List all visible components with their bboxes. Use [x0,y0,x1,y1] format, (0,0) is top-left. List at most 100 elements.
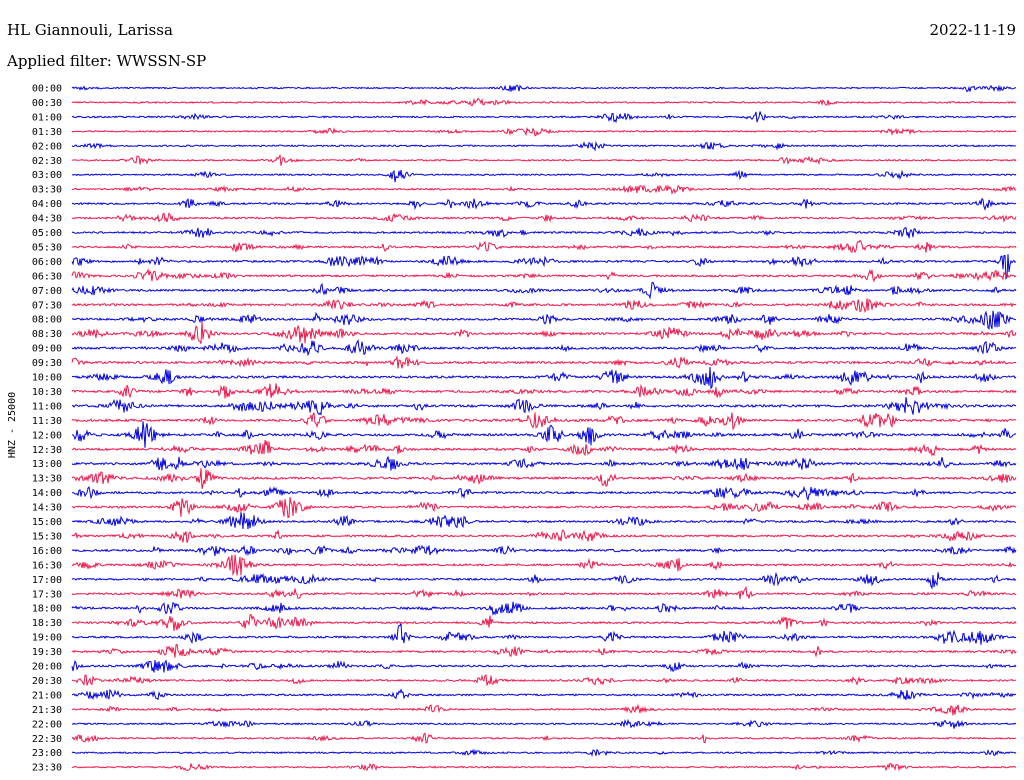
time-tick-label: 15:00 [32,517,62,528]
time-tick-label: 12:00 [32,430,62,441]
seismic-trace [71,643,1017,658]
seismic-trace [71,383,1017,399]
seismic-trace [71,355,1017,369]
time-tick-label: 08:30 [32,329,62,340]
seismic-trace [71,169,1017,183]
seismic-trace [71,254,1017,280]
time-tick-label: 09:30 [32,358,62,369]
seismic-trace [71,440,1017,457]
time-tick-label: 10:30 [32,387,62,398]
seismic-trace [71,310,1017,330]
time-tick-label: 15:30 [32,531,62,542]
seismic-trace [71,585,1017,600]
time-tick-label: 09:00 [32,344,62,355]
seismic-trace [71,601,1017,616]
seismic-trace [71,97,1017,107]
seismic-trace [71,613,1017,632]
time-tick-label: 12:30 [32,445,62,456]
station-title: HL Giannouli, Larissa [7,21,173,39]
time-tick-label: 01:00 [32,112,62,123]
seismic-trace [71,659,1017,673]
time-tick-label: 13:00 [32,459,62,470]
time-tick-label: 16:30 [32,560,62,571]
seismic-trace [71,688,1016,701]
time-tick-label: 22:30 [32,734,62,745]
seismic-trace [71,111,1017,124]
time-tick-label: 20:30 [32,676,62,687]
seismic-trace [71,703,1017,716]
time-tick-label: 04:30 [32,214,62,225]
seismic-trace [71,674,1017,686]
seismic-trace [71,468,1017,489]
seismic-trace [71,366,1017,390]
time-tick-label: 19:00 [32,633,62,644]
time-tick-label: 07:00 [32,286,62,297]
seismic-trace [71,748,1017,757]
seismic-trace [71,84,1017,93]
time-tick-label: 18:00 [32,604,62,615]
time-tick-label: 13:30 [32,474,62,485]
seismic-trace [71,421,1017,448]
time-tick-label: 08:00 [32,315,62,326]
time-tick-label: 05:30 [32,242,62,253]
seismic-trace [71,338,1017,357]
seismic-trace [71,571,1017,590]
seismic-trace [71,227,1017,239]
seismic-trace [71,544,1017,557]
seismic-trace [71,268,1017,283]
seismic-trace [71,197,1017,211]
seismic-trace [71,512,1017,530]
seismic-trace [71,239,1017,254]
seismic-trace [71,126,1017,137]
time-tick-label: 07:30 [32,300,62,311]
time-tick-label: 03:00 [32,170,62,181]
seismic-trace [71,281,1017,300]
time-tick-label: 20:00 [32,662,62,673]
seismic-trace [71,554,1016,576]
time-tick-label: 05:00 [32,228,62,239]
seismic-trace [71,455,1017,471]
time-tick-label: 03:30 [32,185,62,196]
seismic-trace [71,718,1017,729]
seismic-trace [71,623,1017,645]
seismic-trace [71,321,1017,344]
time-tick-label: 01:30 [32,127,62,138]
seismic-trace [71,412,1017,431]
seismic-trace [71,153,1017,166]
trace-group [71,84,1017,772]
time-tick-label: 02:00 [32,141,62,152]
time-tick-label: 22:00 [32,719,62,730]
seismic-trace [71,140,1017,152]
time-tick-label: 00:30 [32,98,62,109]
time-tick-label: 17:00 [32,575,62,586]
time-tick-label: 02:30 [32,156,62,167]
seismic-trace [71,298,1017,314]
time-tick-label: 14:00 [32,488,62,499]
time-tick-label: 14:30 [32,503,62,514]
seismic-trace [71,397,1017,416]
time-tick-label: 21:30 [32,705,62,716]
seismic-trace [71,762,1017,772]
y-axis-label: HNZ - 25000 [7,392,18,458]
seismic-trace [71,528,1017,543]
time-tick-label: 23:30 [32,763,62,774]
time-tick-label: 17:30 [32,589,62,600]
time-tick-label: 23:00 [32,748,62,759]
time-tick-label: 16:00 [32,546,62,557]
time-tick-label: 11:30 [32,416,62,427]
seismic-trace [71,732,1017,744]
seismic-trace [71,496,1017,519]
filter-label: Applied filter: WWSSN-SP [7,52,207,70]
time-tick-label: 21:00 [32,690,62,701]
tick-label-group: 00:00 00:30 01:00 01:30 02:00 02:30 03:00 03:30… [32,84,62,774]
record-date: 2022-11-19 [929,21,1016,39]
seismic-trace [71,485,1017,502]
time-tick-label: 18:30 [32,618,62,629]
time-tick-label: 04:00 [32,199,62,210]
seismic-trace [71,184,1017,196]
time-tick-label: 06:00 [32,257,62,268]
time-tick-label: 10:00 [32,373,62,384]
time-tick-label: 19:30 [32,647,62,658]
time-tick-label: 11:00 [32,401,62,412]
